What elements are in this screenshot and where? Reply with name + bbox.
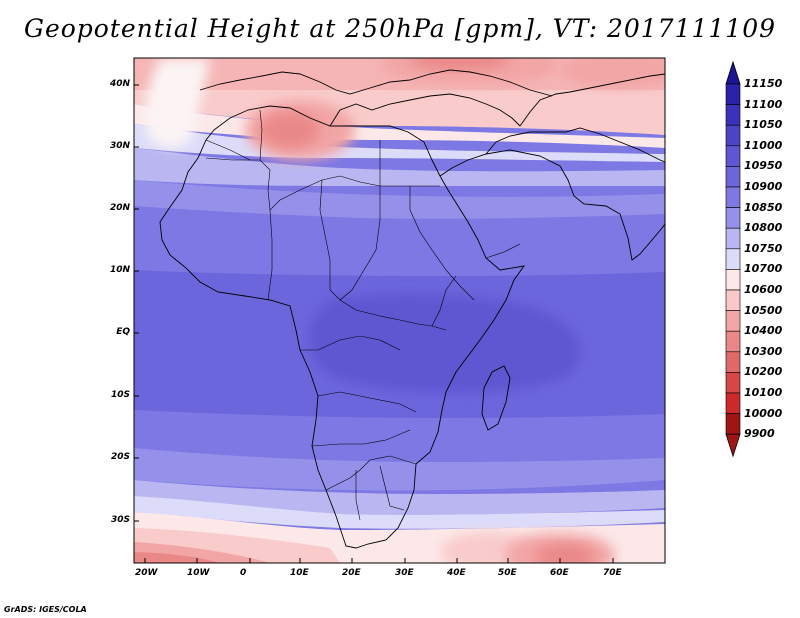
lon-label: 10E bbox=[290, 568, 309, 578]
lat-label: 40N bbox=[109, 79, 130, 89]
map-frame bbox=[133, 57, 666, 564]
colorbar-swatch bbox=[725, 207, 741, 229]
colorbar-swatch bbox=[725, 310, 741, 332]
country-borders bbox=[205, 109, 521, 521]
colorbar-swatch bbox=[725, 289, 741, 311]
colorbar-swatch bbox=[725, 186, 741, 208]
colorbar-label: 10400 bbox=[744, 324, 783, 338]
colorbar-swatch bbox=[725, 166, 741, 188]
colorbar bbox=[725, 60, 741, 458]
colorbar-swatch bbox=[725, 227, 741, 250]
lon-label: 40E bbox=[447, 568, 466, 578]
colorbar-swatch bbox=[725, 372, 741, 394]
lat-label: 10S bbox=[110, 390, 130, 400]
lon-label: 70E bbox=[603, 568, 622, 578]
colorbar-label: 9900 bbox=[744, 427, 775, 441]
lon-label: 0 bbox=[240, 568, 247, 578]
colorbar-swatch bbox=[725, 104, 741, 126]
lon-label: 60E bbox=[550, 568, 569, 578]
colorbar-swatch bbox=[725, 145, 741, 167]
lon-label: 20E bbox=[342, 568, 361, 578]
colorbar-swatch bbox=[725, 330, 741, 353]
colorbar-label: 10300 bbox=[744, 344, 783, 358]
colorbar-swatch bbox=[725, 124, 741, 147]
lon-label: 20W bbox=[135, 568, 158, 578]
colorbar-label: 10800 bbox=[744, 221, 783, 235]
colorbar-swatch bbox=[725, 413, 741, 435]
lon-label: 30E bbox=[395, 568, 414, 578]
colorbar-label: 10600 bbox=[744, 283, 783, 296]
colorbar-cap-bottom bbox=[725, 433, 741, 458]
colorbar-swatch bbox=[725, 269, 741, 291]
colorbar-label: 10200 bbox=[744, 365, 783, 379]
colorbar-label: 10500 bbox=[744, 303, 783, 317]
colorbar-swatch bbox=[725, 83, 741, 105]
colorbar-label: 10900 bbox=[744, 180, 783, 193]
lat-label: 30S bbox=[110, 515, 130, 525]
colorbar-swatch bbox=[725, 248, 741, 270]
axis-ticks bbox=[134, 84, 614, 563]
lon-label: 50E bbox=[498, 568, 517, 578]
lat-label: 30N bbox=[109, 141, 130, 151]
map-title: Geopotential Height at 250hPa [gpm], VT:… bbox=[23, 14, 777, 43]
lat-label: 10N bbox=[109, 265, 130, 275]
colorbar-label: 10100 bbox=[744, 386, 783, 399]
colorbar-swatch bbox=[725, 392, 741, 414]
colorbar-label: 11000 bbox=[744, 138, 783, 152]
colorbar-label: 11050 bbox=[744, 118, 783, 132]
colorbar-swatch bbox=[725, 351, 741, 373]
colorbar-label: 10850 bbox=[744, 200, 783, 214]
lat-label: 20N bbox=[109, 203, 130, 213]
colorbar-label: 11150 bbox=[744, 77, 783, 90]
colorbar-label: 10700 bbox=[744, 262, 783, 276]
colorbar-label: 11100 bbox=[744, 97, 783, 111]
lon-label: 10W bbox=[187, 568, 210, 578]
colorbar-label: 10000 bbox=[744, 406, 783, 420]
height-field bbox=[134, 58, 665, 563]
colorbar-label: 10750 bbox=[744, 241, 783, 255]
lat-label: 20S bbox=[110, 452, 130, 462]
colorbar-label: 10950 bbox=[744, 159, 783, 173]
colorbar-cap-top bbox=[725, 60, 741, 85]
credit-text: GrADS: IGES/COLA bbox=[4, 605, 87, 614]
lat-label: EQ bbox=[116, 327, 130, 337]
